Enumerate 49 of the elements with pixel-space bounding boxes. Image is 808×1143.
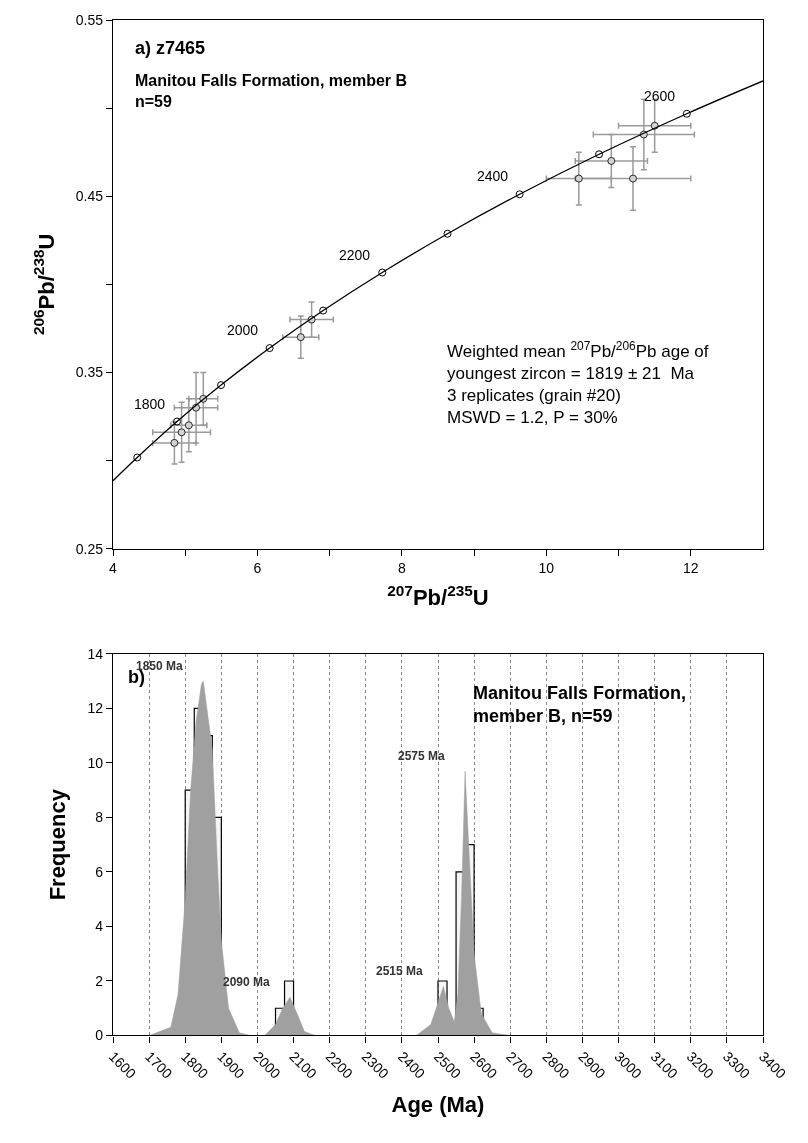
annotation: 1800 bbox=[134, 396, 166, 412]
annotation: 2515 Ma bbox=[376, 964, 424, 978]
x-tick-label: 4 bbox=[109, 559, 118, 576]
x-tick-label: 12 bbox=[682, 559, 699, 576]
point bbox=[177, 428, 186, 437]
y-tick-label: 0.45 bbox=[75, 188, 104, 205]
annotation: 2575 Ma bbox=[398, 749, 446, 763]
annotation: 2090 Ma bbox=[223, 975, 271, 989]
annotation: 2000 bbox=[227, 322, 259, 338]
x-tick-label: 8 bbox=[397, 559, 406, 576]
point bbox=[682, 109, 691, 118]
point bbox=[265, 344, 274, 353]
text: Manitou Falls Formation, member B n=59 bbox=[135, 72, 408, 110]
annotation: 2400 bbox=[477, 168, 509, 184]
point bbox=[296, 333, 305, 342]
point bbox=[595, 150, 604, 159]
y-tick-label: 6 bbox=[95, 863, 104, 880]
x-tick-label: 10 bbox=[538, 559, 555, 576]
point bbox=[319, 306, 328, 315]
y-tick-label: 0.25 bbox=[75, 540, 104, 557]
y-tick-label: 0.35 bbox=[75, 364, 104, 381]
text: Manitou Falls Formation, member B, n=59 bbox=[473, 683, 687, 727]
y-tick-label: 4 bbox=[95, 918, 104, 935]
point bbox=[443, 229, 452, 238]
y-tick-label: 14 bbox=[87, 645, 104, 662]
point bbox=[217, 381, 226, 390]
point bbox=[607, 157, 616, 165]
x-tick-label: 6 bbox=[253, 559, 262, 576]
x-axis-title: $^{207}$Pb/$^{235}$U bbox=[387, 582, 489, 611]
y-tick-label: 2 bbox=[95, 972, 104, 989]
point bbox=[133, 453, 142, 462]
y-tick-label: 10 bbox=[87, 754, 104, 771]
point bbox=[172, 417, 181, 426]
point bbox=[378, 268, 387, 277]
text: a) z7465 bbox=[135, 38, 206, 58]
y-tick-label: 0.55 bbox=[75, 11, 104, 28]
y-axis-title: Frequency bbox=[45, 788, 71, 901]
x-axis-title: Age (Ma) bbox=[391, 1091, 485, 1117]
point bbox=[574, 174, 583, 183]
point bbox=[170, 438, 179, 447]
annotation: 2200 bbox=[339, 247, 371, 263]
y-tick-label: 12 bbox=[87, 700, 104, 717]
point bbox=[629, 174, 637, 183]
annotation: 2600 bbox=[644, 88, 676, 104]
annotation: Weighted mean $^{207}$Pb/$^{206}$Pb age of youngest zircon = 1819 ± 21 Ma 3 replicates (grain #20) MSWD = 1.2, P = 30% bbox=[447, 339, 709, 428]
point bbox=[515, 190, 524, 199]
y-tick-label: 8 bbox=[95, 809, 104, 826]
y-tick-label: 0 bbox=[95, 1027, 104, 1044]
point bbox=[184, 421, 193, 430]
